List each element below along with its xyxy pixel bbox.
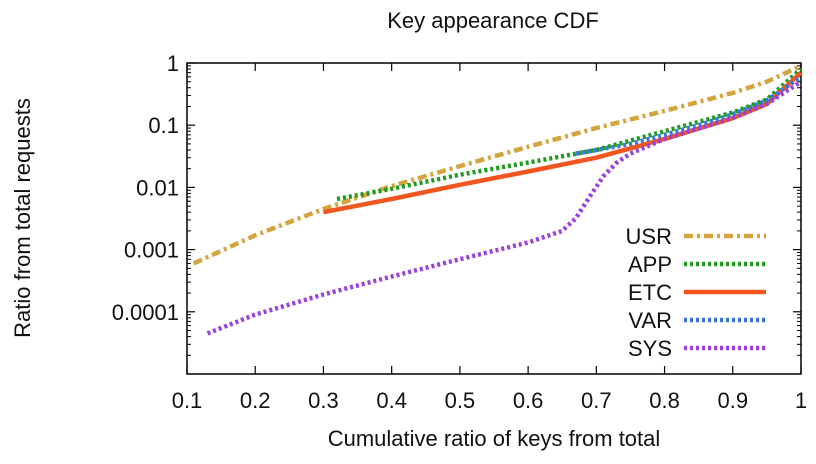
axis-ticks: 0.1 0.2 0.3 0.4 0.5 0.6 0.7 0.8 0.9 1 0.0001 0.001 0…	[112, 51, 807, 413]
plot-frame	[186, 62, 802, 375]
y-tick-label: 0.001	[124, 238, 179, 263]
series-line-usr	[192, 63, 802, 266]
x-tick-label: 0.5	[445, 388, 476, 413]
legend-label-var: VAR	[628, 308, 672, 333]
x-tick-label: 0.8	[649, 388, 680, 413]
legend-label-sys: SYS	[628, 336, 672, 361]
series-layer	[192, 63, 803, 336]
y-tick-label: 0.0001	[112, 300, 179, 325]
x-tick-label: 0.7	[581, 388, 612, 413]
x-tick-label: 0.1	[172, 388, 203, 413]
y-tick-label: 1	[167, 51, 179, 76]
x-tick-label: 1	[795, 388, 807, 413]
x-tick-label: 0.4	[376, 388, 407, 413]
y-tick-label: 0.1	[148, 113, 179, 138]
series-line-var	[575, 74, 803, 156]
legend-label-usr: USR	[626, 224, 672, 249]
legend-label-etc: ETC	[628, 280, 672, 305]
x-axis-label: Cumulative ratio of keys from total	[328, 426, 661, 451]
series-line-app	[336, 67, 803, 202]
series-line-sys	[206, 79, 803, 336]
x-tick-label: 0.9	[717, 388, 748, 413]
chart-title: Key appearance CDF	[387, 8, 599, 33]
x-tick-label: 0.2	[240, 388, 271, 413]
y-tick-label: 0.01	[136, 175, 179, 200]
legend: USR APP ETC VAR SYS	[626, 224, 766, 361]
y-axis-label: Ratio from total requests	[10, 98, 35, 338]
legend-label-app: APP	[628, 252, 672, 277]
x-tick-label: 0.3	[308, 388, 339, 413]
x-tick-label: 0.6	[513, 388, 544, 413]
